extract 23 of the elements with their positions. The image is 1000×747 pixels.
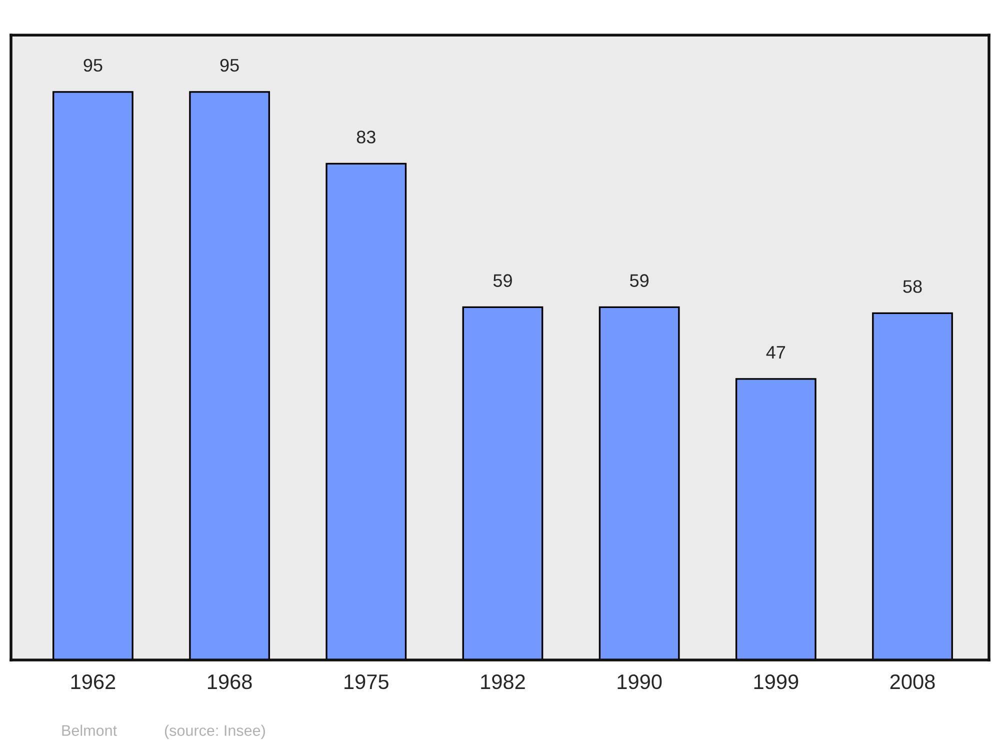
- x-tick-label: 1968: [208, 674, 252, 690]
- bar: [598, 306, 680, 660]
- x-tick-label: 1975: [344, 674, 388, 690]
- data-label: 95: [220, 58, 239, 72]
- x-tick-label: 1962: [71, 674, 116, 690]
- data-label: 83: [356, 130, 376, 144]
- bar: [735, 378, 816, 660]
- x-tick-label: 2008: [890, 674, 935, 690]
- bar: [52, 91, 134, 660]
- x-tick-label: 1999: [754, 674, 798, 690]
- data-label: 59: [493, 274, 512, 287]
- bar: [326, 162, 407, 660]
- data-label: 47: [766, 346, 786, 359]
- text: (source: Insee): [164, 724, 265, 739]
- text: Belmont: [62, 724, 117, 736]
- bar: [462, 306, 544, 660]
- data-label: 95: [84, 58, 102, 72]
- bar: [189, 91, 270, 660]
- data-label: 59: [630, 274, 649, 287]
- bar: [872, 312, 953, 660]
- x-tick-label: 1990: [618, 674, 662, 690]
- x-tick-label: 1982: [481, 674, 525, 690]
- data-label: 58: [903, 280, 922, 293]
